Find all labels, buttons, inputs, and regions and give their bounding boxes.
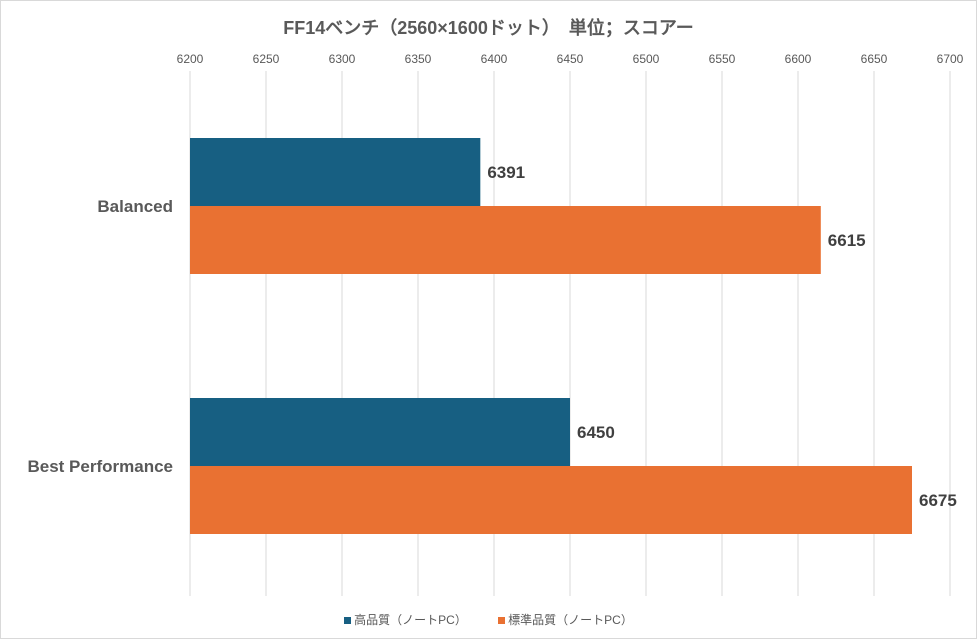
bar xyxy=(190,466,912,534)
x-tick-label: 6350 xyxy=(405,52,432,66)
chart-title: FF14ベンチ（2560×1600ドット） 単位；スコアー xyxy=(283,18,694,38)
legend-swatch xyxy=(498,617,506,625)
y-category-label: Best Performance xyxy=(27,457,173,476)
data-label: 6391 xyxy=(487,163,525,182)
x-tick-label: 6600 xyxy=(785,52,812,66)
x-tick-label: 6500 xyxy=(633,52,660,66)
x-tick-label: 6300 xyxy=(329,52,356,66)
x-tick-label: 6550 xyxy=(709,52,736,66)
x-tick-label: 6200 xyxy=(177,52,204,66)
legend-label: 高品質（ノートPC） xyxy=(354,613,467,627)
x-tick-label: 6650 xyxy=(861,52,888,66)
x-tick-label: 6400 xyxy=(481,52,508,66)
bar xyxy=(190,206,821,274)
bar xyxy=(190,138,481,206)
x-tick-label: 6250 xyxy=(253,52,280,66)
legend: 高品質（ノートPC） 標準品質（ノートPC） xyxy=(1,611,976,628)
bar xyxy=(190,398,570,466)
legend-item: 高品質（ノートPC） xyxy=(344,611,467,628)
data-label: 6675 xyxy=(919,491,957,510)
data-label: 6615 xyxy=(828,231,866,250)
x-tick-label: 6450 xyxy=(557,52,584,66)
legend-swatch xyxy=(344,617,352,625)
x-tick-label: 6700 xyxy=(937,52,964,66)
legend-label: 標準品質（ノートPC） xyxy=(508,613,633,627)
data-label: 6450 xyxy=(577,423,615,442)
y-category-label: Balanced xyxy=(97,197,173,216)
legend-item: 標準品質（ノートPC） xyxy=(498,611,633,628)
